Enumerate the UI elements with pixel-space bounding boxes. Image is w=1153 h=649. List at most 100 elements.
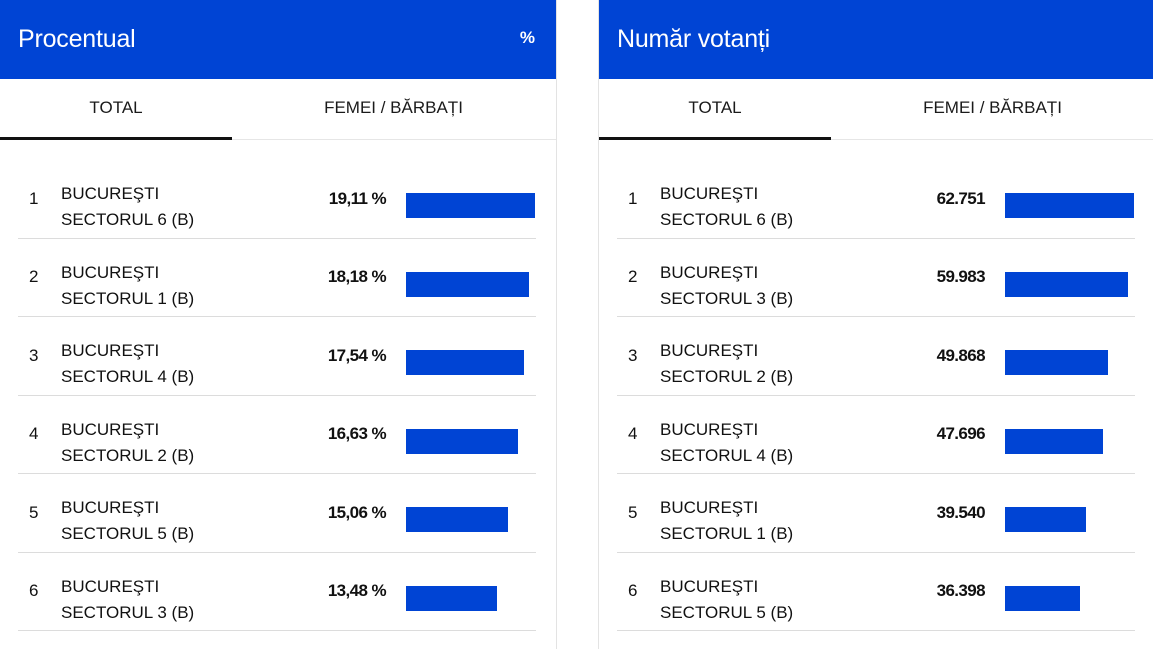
city-label: BUCUREŞTI	[660, 419, 759, 439]
bar-track	[1005, 585, 1134, 611]
tab-total[interactable]: TOTAL	[0, 79, 232, 140]
value-label: 15,06 %	[327, 502, 387, 522]
city-label: BUCUREŞTI	[660, 576, 759, 596]
district-name: BUCUREŞTI SECTORUL 4 (B)	[660, 417, 793, 469]
rank-number: 1	[29, 188, 39, 208]
bar-track	[406, 350, 535, 375]
panel-title: Număr votanți	[617, 25, 771, 53]
value-bar	[1005, 585, 1080, 611]
rank-number: 5	[628, 502, 638, 522]
district-name: BUCUREŞTI SECTORUL 5 (B)	[61, 495, 194, 547]
sector-label: SECTORUL 3 (B)	[660, 288, 794, 308]
value-bar	[406, 350, 525, 375]
tab-bar: TOTAL FEMEI / BĂRBAȚI	[599, 79, 1153, 140]
bar-track	[1005, 428, 1134, 454]
district-name: BUCUREŞTI SECTORUL 3 (B)	[660, 260, 793, 312]
district-name: BUCUREŞTI SECTORUL 2 (B)	[61, 417, 194, 469]
sector-label: SECTORUL 1 (B)	[61, 288, 195, 308]
city-label: BUCUREŞTI	[61, 419, 160, 439]
bar-track	[406, 271, 535, 297]
district-name: BUCUREŞTI SECTORUL 6 (B)	[61, 181, 194, 233]
list-item: 4 BUCUREŞTI SECTORUL 4 (B) 47.696	[617, 396, 1135, 474]
bar-track	[406, 193, 535, 218]
bar-track	[1005, 193, 1134, 218]
value-bar	[1005, 428, 1104, 454]
ranking-list: 1 BUCUREŞTI SECTORUL 6 (B) 19,11 % 2 BUCUREŞT…	[18, 160, 536, 631]
percent-panel: Procentual % TOTAL FEMEI / BĂRBAȚI 1 BUCU…	[0, 0, 557, 649]
bar-track	[1005, 271, 1134, 297]
value-label: 39.540	[936, 502, 986, 522]
city-label: BUCUREŞTI	[61, 341, 160, 360]
rank-number: 4	[29, 424, 39, 444]
value-bar	[406, 271, 529, 297]
rank-number: 3	[628, 345, 638, 365]
sector-label: SECTORUL 5 (B)	[660, 602, 794, 622]
city-label: BUCUREŞTI	[660, 341, 759, 360]
list-item: 1 BUCUREŞTI SECTORUL 6 (B) 62.751	[617, 160, 1135, 239]
tab-women-men[interactable]: FEMEI / BĂRBAȚI	[324, 98, 463, 117]
value-label: 16,63 %	[327, 424, 387, 444]
rank-number: 5	[29, 502, 39, 522]
value-label: 18,18 %	[327, 267, 387, 287]
panel-header: Număr votanți	[599, 0, 1153, 79]
value-label: 49.868	[936, 345, 986, 365]
value-bar	[1005, 193, 1134, 218]
sector-label: SECTORUL 2 (B)	[660, 367, 794, 386]
city-label: BUCUREŞTI	[660, 184, 759, 203]
value-bar	[406, 193, 535, 218]
list-item: 3 BUCUREŞTI SECTORUL 2 (B) 49.868	[617, 317, 1135, 396]
tab-bar: TOTAL FEMEI / BĂRBAȚI	[0, 79, 556, 140]
rank-number: 2	[29, 267, 39, 287]
value-label: 47.696	[936, 424, 986, 444]
list-item: 5 BUCUREŞTI SECTORUL 1 (B) 39.540	[617, 474, 1135, 553]
bar-track	[1005, 350, 1134, 375]
district-name: BUCUREŞTI SECTORUL 5 (B)	[660, 574, 793, 626]
sector-label: SECTORUL 4 (B)	[61, 367, 195, 386]
sector-label: SECTORUL 2 (B)	[61, 445, 195, 465]
value-bar	[1005, 350, 1108, 375]
city-label: BUCUREŞTI	[61, 576, 160, 596]
list-item: 6 BUCUREŞTI SECTORUL 3 (B) 13,48 %	[18, 553, 536, 631]
bar-track	[406, 585, 535, 611]
sector-label: SECTORUL 6 (B)	[61, 210, 195, 229]
value-bar	[406, 585, 497, 611]
rank-number: 6	[29, 581, 39, 601]
city-label: BUCUREŞTI	[61, 498, 160, 517]
district-name: BUCUREŞTI SECTORUL 3 (B)	[61, 574, 194, 626]
list-item: 3 BUCUREŞTI SECTORUL 4 (B) 17,54 %	[18, 317, 536, 396]
list-item: 5 BUCUREŞTI SECTORUL 5 (B) 15,06 %	[18, 474, 536, 553]
list-item: 1 BUCUREŞTI SECTORUL 6 (B) 19,11 %	[18, 160, 536, 239]
sector-label: SECTORUL 5 (B)	[61, 524, 195, 543]
list-item: 4 BUCUREŞTI SECTORUL 2 (B) 16,63 %	[18, 396, 536, 474]
sector-label: SECTORUL 6 (B)	[660, 210, 794, 229]
city-label: BUCUREŞTI	[660, 498, 759, 517]
ranking-list: 1 BUCUREŞTI SECTORUL 6 (B) 62.751 2 BUCUREŞTI…	[617, 160, 1135, 631]
list-item: 2 BUCUREŞTI SECTORUL 3 (B) 59.983	[617, 239, 1135, 317]
district-name: BUCUREŞTI SECTORUL 1 (B)	[660, 495, 793, 547]
tab-women-men[interactable]: FEMEI / BĂRBAȚI	[923, 98, 1062, 117]
bar-track	[1005, 507, 1134, 532]
district-name: BUCUREŞTI SECTORUL 2 (B)	[660, 338, 793, 390]
bar-track	[406, 428, 535, 454]
city-label: BUCUREŞTI	[61, 184, 160, 203]
panel-title: Procentual	[18, 25, 136, 53]
tab-total[interactable]: TOTAL	[599, 79, 831, 140]
value-bar	[1005, 507, 1087, 532]
sector-label: SECTORUL 3 (B)	[61, 602, 195, 622]
value-label: 36.398	[936, 581, 986, 601]
sector-label: SECTORUL 1 (B)	[660, 524, 794, 543]
percent-unit-toggle[interactable]: %	[519, 28, 535, 47]
rank-number: 1	[628, 188, 638, 208]
rank-number: 4	[628, 424, 638, 444]
voters-count-panel: Număr votanți TOTAL FEMEI / BĂRBAȚI 1 BUC…	[598, 0, 1153, 649]
value-label: 17,54 %	[327, 345, 387, 365]
panel-header: Procentual %	[0, 0, 556, 79]
city-label: BUCUREŞTI	[660, 262, 759, 282]
bar-track	[406, 507, 535, 532]
district-name: BUCUREŞTI SECTORUL 4 (B)	[61, 338, 194, 390]
value-bar	[406, 507, 508, 532]
list-item: 2 BUCUREŞTI SECTORUL 1 (B) 18,18 %	[18, 239, 536, 317]
sector-label: SECTORUL 4 (B)	[660, 445, 794, 465]
city-label: BUCUREŞTI	[61, 262, 160, 282]
rank-number: 2	[628, 267, 638, 287]
